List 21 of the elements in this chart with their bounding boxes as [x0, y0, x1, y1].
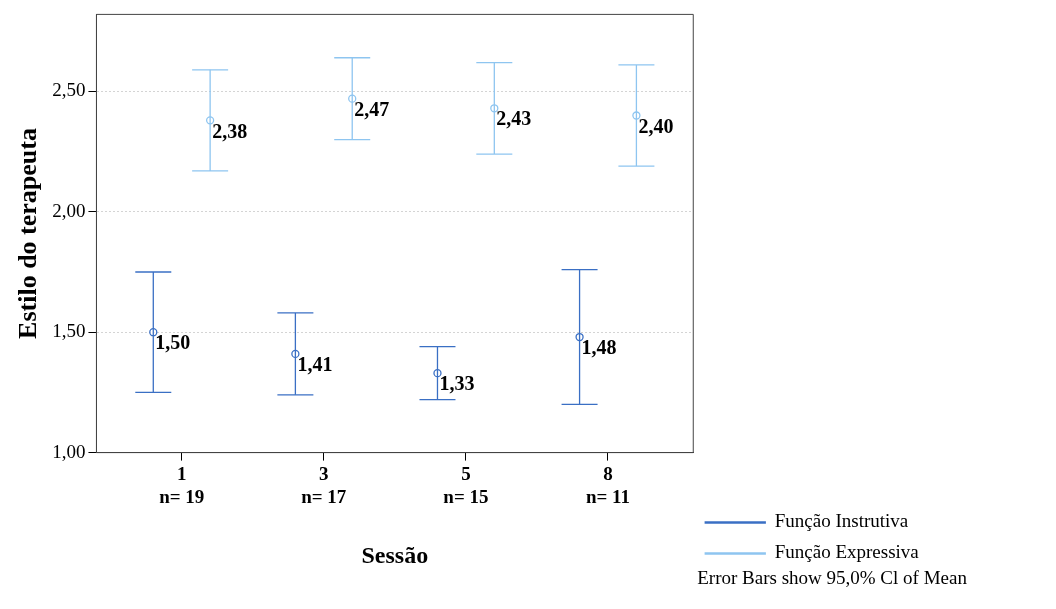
y-axis-title: Estilo do terapeuta [13, 128, 43, 339]
data-label: 2,43 [496, 107, 532, 130]
legend-label: Função Expressiva [774, 541, 920, 563]
legend-label: Função Instrutiva [774, 510, 909, 532]
y-tick-label: 1,50 [52, 320, 86, 342]
y-tick-label: 2,50 [52, 79, 86, 101]
y-tick-label: 2,00 [52, 199, 86, 221]
x-tick-label: 8 n= 11 [585, 462, 631, 507]
data-label: 1,33 [439, 372, 475, 395]
data-label: 1,48 [581, 336, 617, 359]
x-tick-label: 3 n= 17 [301, 462, 347, 507]
data-label: 2,47 [354, 97, 390, 120]
y-tick-label: 1,00 [52, 440, 86, 462]
data-label: 2,38 [212, 119, 248, 142]
x-tick-label: 1 n= 19 [159, 462, 205, 507]
x-tick-label: 5 n= 15 [443, 462, 489, 507]
data-label: 1,50 [155, 331, 191, 354]
text: Error Bars show 95,0% Cl of Mean [697, 566, 968, 588]
data-label: 2,40 [638, 114, 674, 137]
data-label: 1,41 [297, 353, 333, 376]
x-axis-title: Sessão [361, 541, 429, 568]
